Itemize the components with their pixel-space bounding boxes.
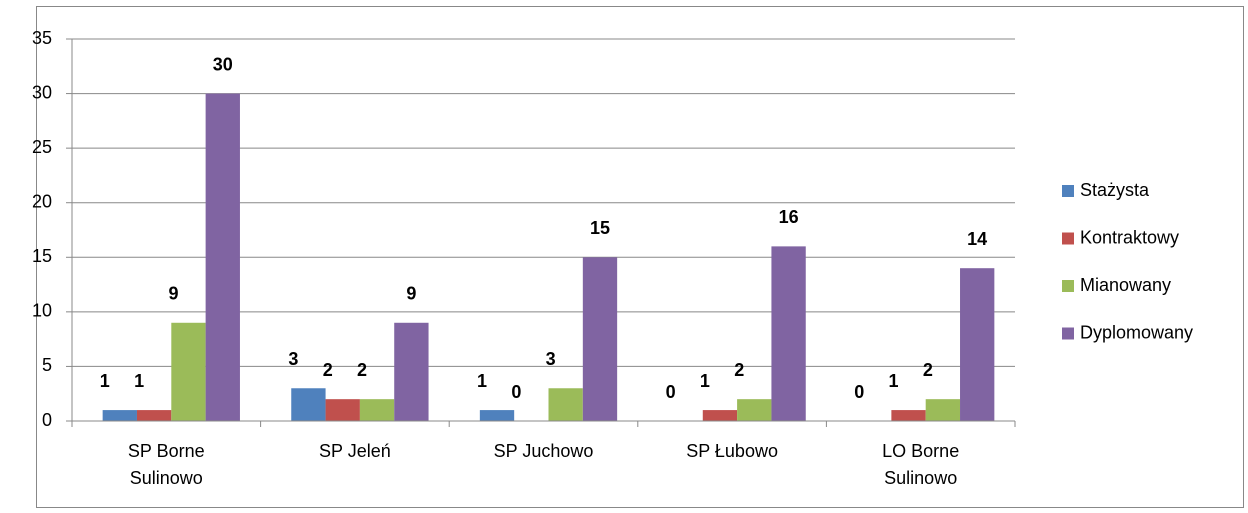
bar	[771, 246, 806, 421]
x-tick-label: SP Jeleń	[319, 441, 391, 461]
bar	[891, 410, 926, 421]
x-tick-label: SP Juchowo	[493, 441, 594, 461]
y-tick-label: 25	[32, 137, 52, 157]
legend-label: Mianowany	[1080, 275, 1171, 295]
bar	[171, 322, 206, 421]
bar	[359, 399, 395, 421]
data-label: 30	[213, 54, 233, 74]
y-tick-label: 30	[32, 82, 52, 102]
legend-label: Dyplomowany	[1080, 322, 1193, 342]
legend-swatch	[1062, 232, 1074, 245]
bar	[325, 399, 360, 421]
bar	[394, 322, 429, 421]
data-label: 0	[854, 382, 864, 402]
data-label: 2	[357, 360, 367, 380]
bar	[548, 388, 583, 421]
data-label: 3	[546, 349, 556, 369]
data-label: 1	[100, 371, 110, 391]
legend-label: Stażysta	[1080, 180, 1150, 200]
y-tick-label: 15	[32, 246, 52, 266]
legend-swatch	[1062, 280, 1074, 292]
data-label: 2	[323, 360, 333, 380]
x-tick-label: SP Łubowo	[686, 441, 778, 461]
bar	[582, 257, 618, 421]
bar	[291, 388, 326, 421]
x-tick-label: LO Borne Sulinowo	[882, 441, 960, 488]
data-label: 1	[134, 371, 144, 391]
bar	[737, 399, 772, 421]
bar	[205, 93, 240, 422]
data-label: 1	[700, 371, 710, 391]
y-tick-label: 35	[32, 28, 52, 48]
data-label: 0	[666, 382, 676, 402]
y-tick-label: 10	[32, 301, 52, 321]
data-label: 9	[168, 284, 178, 304]
data-label: 2	[923, 360, 933, 380]
data-label: 1	[889, 371, 899, 391]
data-label: 14	[967, 229, 987, 249]
data-label: 0	[511, 382, 521, 402]
bar	[702, 410, 738, 421]
data-label: 9	[406, 284, 416, 304]
legend-label: Kontraktowy	[1080, 227, 1179, 247]
legend-swatch	[1062, 185, 1074, 197]
data-label: 3	[288, 349, 298, 369]
data-label: 1	[477, 371, 487, 391]
bar	[960, 268, 995, 421]
data-label: 2	[734, 360, 744, 380]
y-tick-label: 0	[42, 410, 52, 430]
legend-swatch	[1062, 327, 1074, 340]
data-label: 15	[590, 218, 610, 238]
data-label: 16	[779, 207, 799, 227]
x-tick-label: SP Borne Sulinowo	[127, 441, 205, 488]
bar	[102, 410, 137, 421]
bar	[136, 410, 172, 421]
bar	[479, 410, 515, 421]
chart-border	[36, 6, 1244, 508]
bar	[925, 399, 961, 421]
y-tick-label: 5	[42, 355, 52, 375]
y-tick-label: 20	[32, 191, 52, 211]
